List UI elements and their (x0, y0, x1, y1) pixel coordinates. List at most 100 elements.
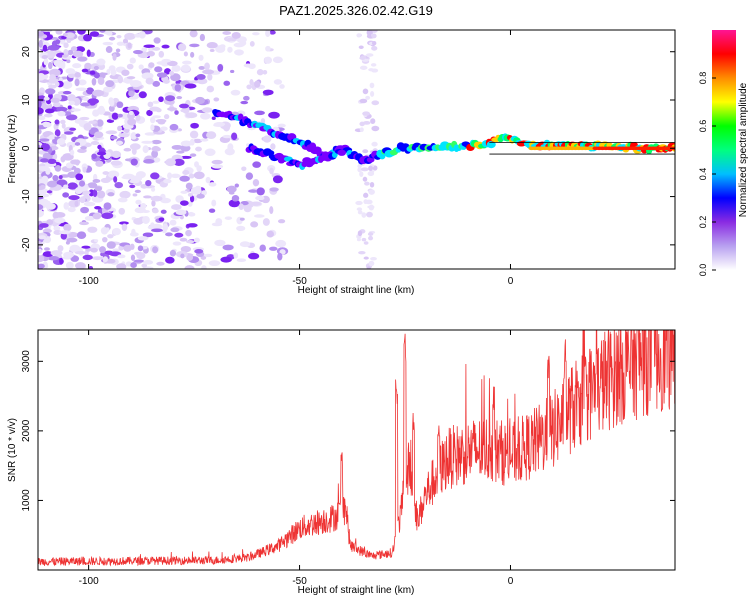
noise-blob (68, 100, 76, 106)
noise-blob (220, 256, 232, 263)
noise-blob (365, 95, 370, 100)
noise-blob (170, 173, 181, 179)
noise-blob (106, 31, 113, 36)
noise-blob (236, 225, 246, 232)
noise-blob (150, 116, 156, 124)
noise-blob (264, 56, 273, 64)
noise-blob (173, 158, 185, 166)
noise-blob (269, 206, 274, 214)
noise-blob (68, 195, 80, 201)
noise-blob (179, 215, 184, 220)
noise-blob (96, 190, 106, 199)
noise-blob (54, 217, 66, 224)
noise-blob (190, 51, 195, 58)
noise-blob (47, 158, 57, 165)
noise-blob (205, 176, 211, 184)
noise-blob (209, 48, 215, 52)
noise-blob (93, 65, 99, 70)
noise-blob (46, 190, 53, 194)
noise-blob (228, 199, 240, 208)
noise-blob (117, 254, 126, 259)
noise-blob (171, 64, 181, 72)
noise-blob (47, 61, 53, 70)
noise-blob (128, 96, 138, 100)
noise-blob (66, 237, 78, 243)
noise-blob (196, 78, 208, 85)
noise-blob (142, 145, 149, 154)
noise-blob (99, 72, 108, 76)
noise-blob (118, 207, 126, 215)
x-tick-label: 0 (508, 576, 514, 587)
noise-blob (269, 246, 278, 251)
noise-blob (44, 108, 55, 114)
noise-blob (38, 72, 46, 81)
noise-blob (38, 241, 43, 248)
noise-blob (91, 256, 104, 261)
noise-blob (106, 241, 116, 249)
noise-blob (204, 148, 216, 157)
noise-blob (67, 105, 72, 110)
noise-blob (166, 60, 178, 67)
noise-blob (156, 72, 168, 78)
noise-blob (185, 239, 195, 244)
noise-blob (243, 204, 252, 213)
noise-blob (38, 31, 44, 37)
noise-blob (265, 45, 271, 52)
noise-blob (231, 31, 241, 39)
noise-blob (367, 232, 374, 236)
noise-blob (84, 62, 92, 70)
noise-blob (110, 135, 118, 140)
noise-blob (92, 109, 100, 117)
noise-blob (165, 95, 176, 102)
noise-blob (72, 63, 82, 69)
colorbar-tick-label: 0.4 (698, 168, 708, 181)
x-tick-label: -50 (292, 576, 307, 587)
colorbar-tick-label: 0.8 (698, 72, 708, 85)
noise-blob (222, 31, 232, 35)
noise-blob (143, 44, 156, 48)
noise-blob (370, 90, 375, 97)
noise-blob (219, 44, 226, 49)
noise-blob (114, 181, 124, 189)
noise-blob (189, 43, 200, 48)
colorbar: 0.0 0.2 0.4 0.6 0.8 Normalized spectral ampl… (698, 30, 749, 276)
noise-blob (74, 250, 87, 255)
noise-blob (140, 202, 147, 210)
noise-blob (62, 90, 72, 95)
noise-blob (259, 244, 266, 252)
noise-blob (141, 263, 148, 268)
noise-blob (198, 65, 205, 70)
noise-blob (199, 33, 205, 42)
noise-blob (180, 140, 193, 147)
noise-blob (90, 247, 98, 253)
noise-blob (81, 68, 89, 73)
noise-blob (174, 110, 179, 115)
noise-blob (103, 86, 113, 93)
noise-blob (256, 69, 264, 76)
noise-blob (151, 150, 159, 158)
noise-blob (126, 76, 136, 80)
noise-blob (38, 100, 42, 109)
noise-blob (145, 77, 154, 85)
y-tick-label: 10 (21, 94, 32, 106)
noise-blob (62, 32, 68, 37)
noise-blob (179, 200, 189, 206)
noise-blob (226, 185, 237, 193)
noise-blob (262, 218, 270, 226)
noise-blob (213, 123, 223, 127)
noise-blob (226, 38, 231, 42)
noise-blob (89, 70, 96, 75)
noise-blob (38, 186, 45, 191)
noise-blob (146, 50, 156, 57)
noise-blob (82, 96, 89, 102)
y-tick-label: -10 (21, 189, 32, 204)
noise-blob (42, 44, 48, 52)
noise-blob (79, 116, 90, 121)
noise-blob (165, 256, 175, 264)
noise-blob (72, 247, 83, 252)
noise-blob (111, 150, 122, 159)
colorbar-tick-label: 0.0 (698, 264, 708, 277)
noise-blob (178, 43, 187, 52)
noise-blob (75, 173, 84, 181)
noise-blob (53, 101, 61, 108)
